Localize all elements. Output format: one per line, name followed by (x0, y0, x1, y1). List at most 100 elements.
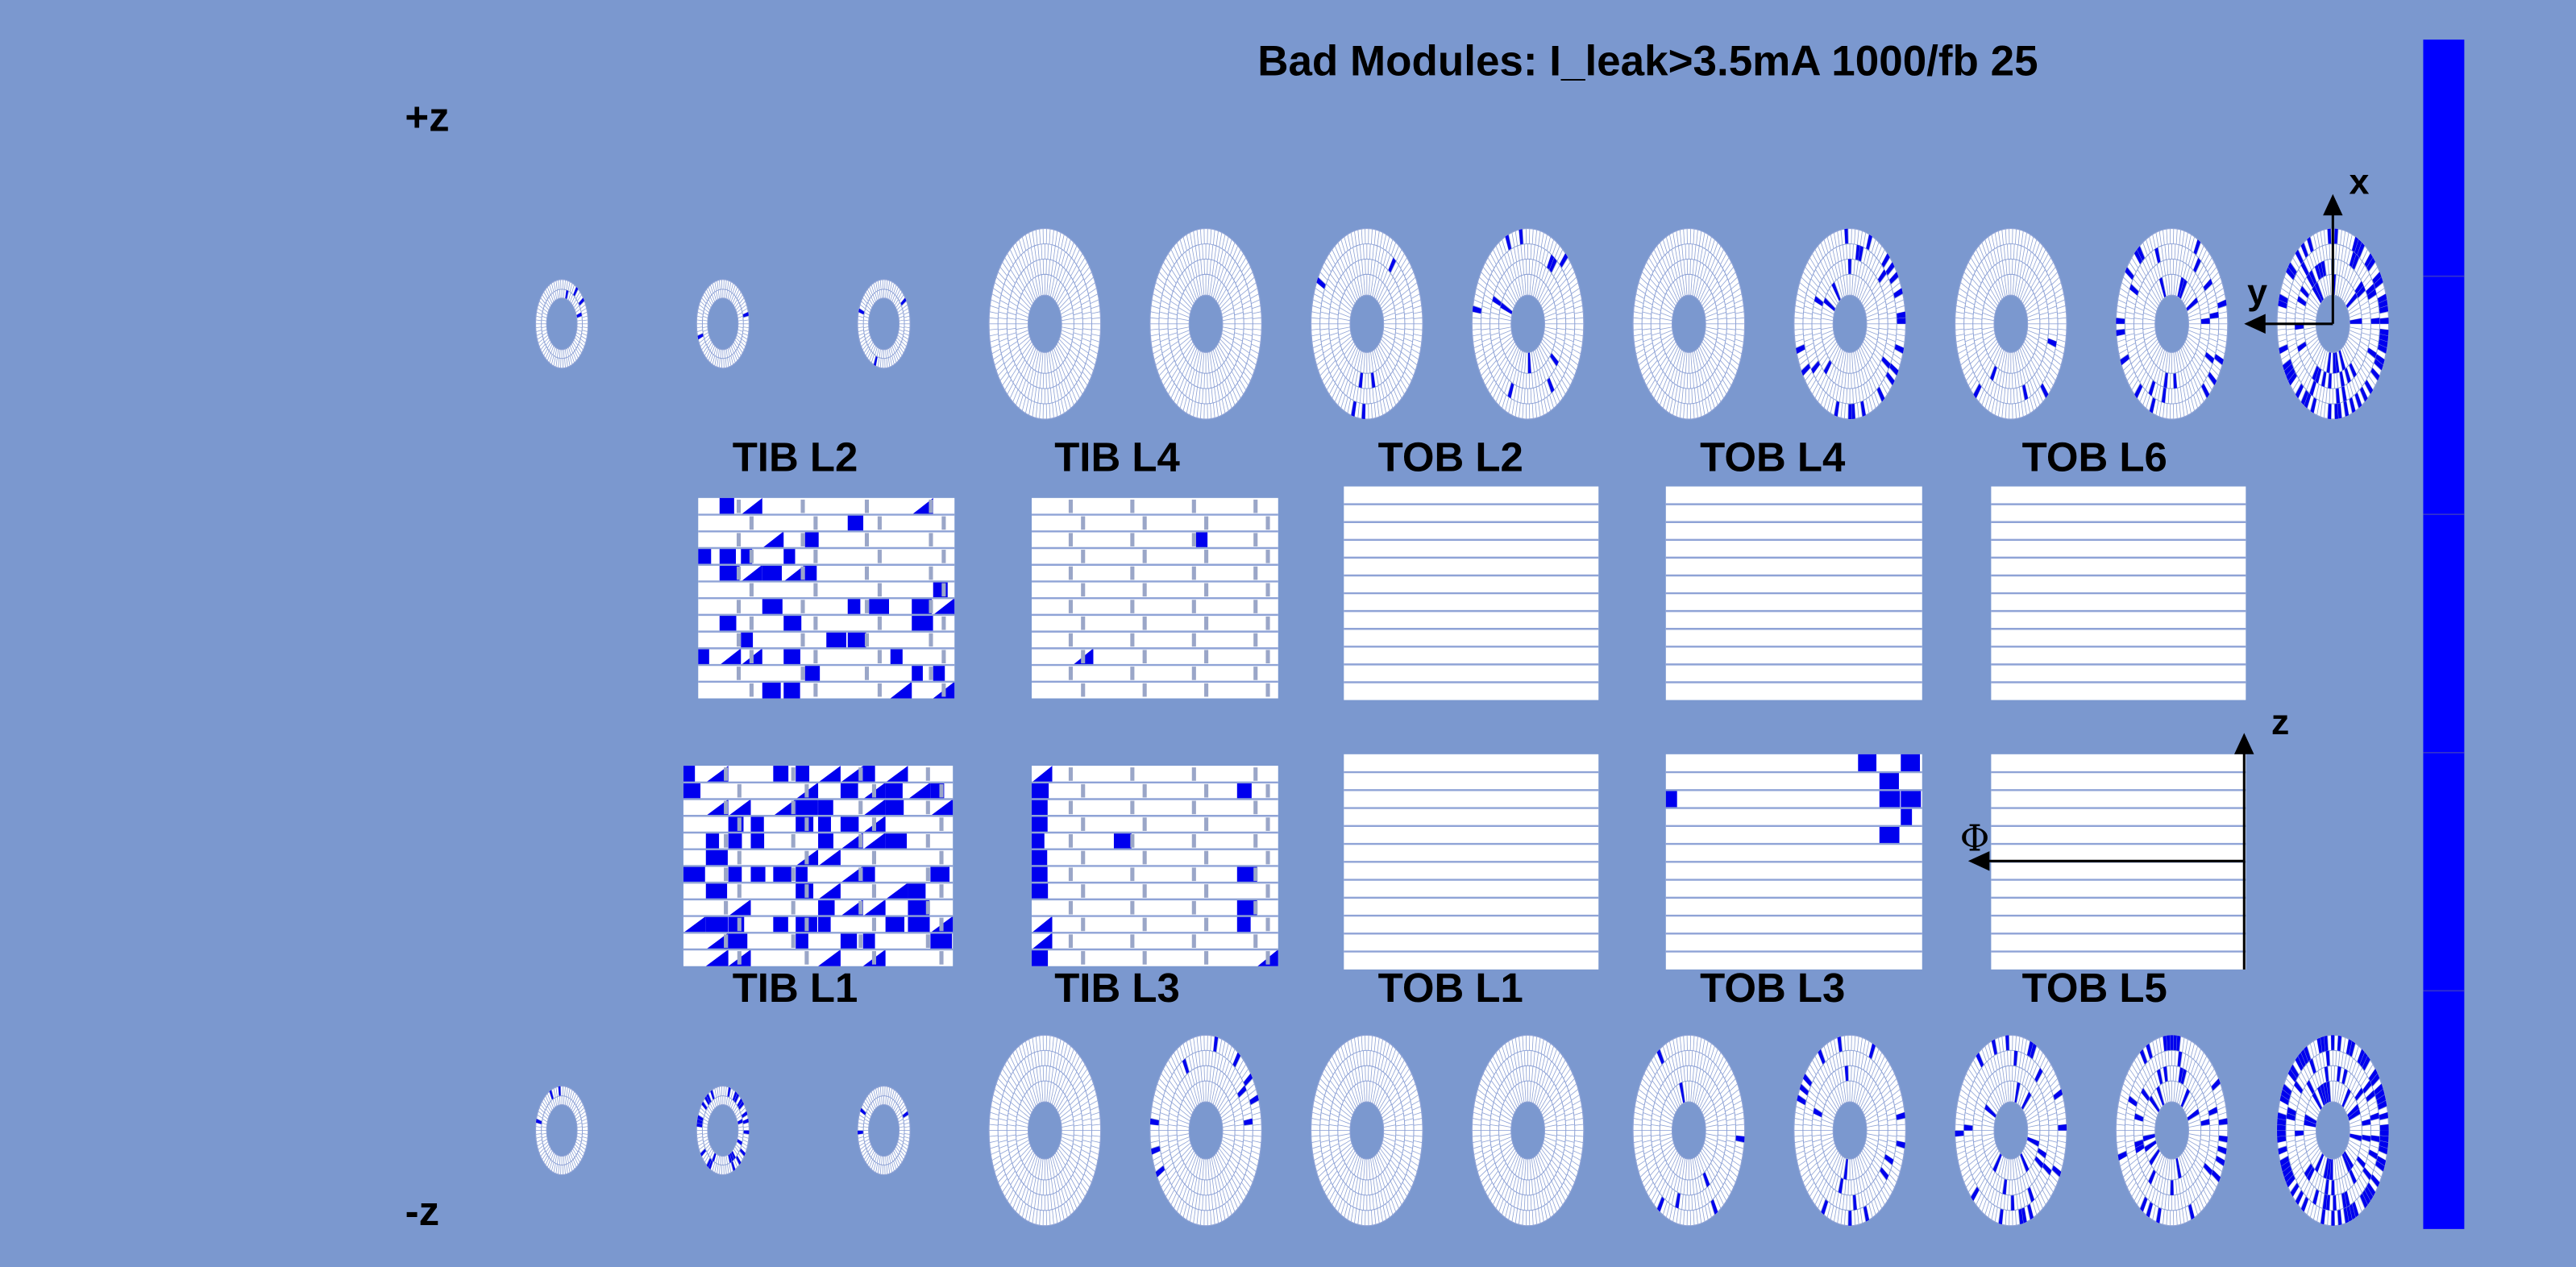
module-edge (1398, 278, 1406, 288)
module-edge (1519, 260, 1522, 276)
module-edge (1830, 234, 1834, 249)
module-edge (1163, 289, 1172, 297)
module-edge (1540, 341, 1552, 355)
module-edge (1032, 401, 1035, 417)
module-edge (579, 341, 585, 347)
module-edge (1382, 382, 1388, 397)
module-edge (549, 285, 553, 294)
module-edge (1981, 392, 1988, 406)
module-edge (1856, 402, 1859, 418)
module-edge (544, 337, 550, 343)
module-edge (1089, 293, 1099, 299)
module-edge (1646, 261, 1654, 272)
module-edge (1803, 333, 1813, 336)
module-edge (1372, 276, 1377, 297)
module-edge (2145, 377, 2151, 390)
module-edge (730, 294, 734, 302)
module-edge (2048, 266, 2056, 276)
module-edge (1719, 359, 1728, 369)
module-edge (1332, 386, 1338, 399)
module-edge (1243, 311, 1253, 315)
module-edge (1050, 260, 1054, 276)
module-edge (1672, 232, 1676, 247)
module-edge (2142, 392, 2148, 406)
module-edge (1066, 280, 1074, 292)
module-edge (1169, 363, 1177, 374)
module-edge (2193, 280, 2201, 292)
module-edge (2027, 318, 2040, 322)
module-edge (1712, 374, 1719, 387)
module-edge (1868, 397, 1873, 411)
module-edge (1642, 328, 1652, 330)
module-edge (567, 293, 571, 301)
module-edge (893, 285, 897, 294)
module-edge (1058, 266, 1064, 280)
module-edge (1312, 343, 1322, 349)
module-edge (580, 339, 586, 343)
module-edge (879, 289, 881, 299)
module-edge (2149, 341, 2159, 355)
module-edge (1212, 349, 1219, 369)
module-edge (1328, 383, 1336, 395)
module-edge (711, 345, 716, 354)
module-edge (1726, 311, 1736, 315)
module-edge (1079, 294, 1089, 301)
module-edge (1370, 351, 1374, 372)
module-edge (1726, 328, 1736, 330)
module-edge (1216, 369, 1222, 384)
module-edge (557, 348, 559, 358)
module-edge (2149, 236, 2154, 251)
module-edge (904, 319, 911, 322)
module-edge (1026, 346, 1035, 363)
module-edge (1235, 386, 1241, 399)
module-edge (571, 354, 575, 363)
module-edge (1512, 281, 1519, 300)
module-edge (1821, 280, 1829, 292)
module-edge (1988, 293, 1998, 306)
module-edge (2187, 301, 2199, 312)
module-edge (1804, 305, 1814, 310)
module-edge (1240, 289, 1249, 297)
module-edge (2133, 278, 2141, 288)
module-edge (1705, 330, 1718, 335)
module-edge (1981, 326, 1995, 330)
module-edge (546, 286, 551, 296)
module-edge (1877, 306, 1887, 311)
module-edge (1055, 385, 1059, 401)
module-edge (890, 293, 894, 301)
module-edge (1568, 276, 1577, 285)
module-edge (1208, 388, 1210, 404)
module-edge (1702, 266, 1708, 280)
module-edge (2055, 299, 2066, 304)
module-edge (1411, 348, 1420, 355)
module-edge (1059, 301, 1072, 312)
module-edge (1090, 343, 1099, 349)
module-edge (1323, 347, 1332, 354)
module-edge (1726, 371, 1735, 381)
module-edge (2017, 372, 2020, 388)
module-edge (2034, 242, 2041, 256)
module-edge (1064, 359, 1072, 372)
module-edge (1697, 262, 1701, 277)
module-edge (1153, 353, 1163, 360)
module-edge (1535, 387, 1539, 402)
module-edge (2042, 278, 2050, 288)
module-edge (1222, 382, 1227, 397)
module-edge (900, 343, 906, 351)
bad-module (1507, 382, 1514, 399)
module-edge (864, 312, 870, 316)
module-edge (1012, 245, 1019, 259)
module-edge (2034, 392, 2041, 406)
module-edge (1490, 327, 1499, 330)
module-edge (1083, 272, 1092, 280)
module-edge (2184, 293, 2196, 306)
module-edge (1473, 299, 1483, 304)
module-edge (1041, 352, 1044, 373)
module-edge (1007, 318, 1016, 320)
module-edge (858, 315, 864, 318)
module-edge (1533, 351, 1538, 371)
module-edge (2188, 307, 2200, 315)
module-edge (1227, 394, 1232, 409)
disc (2115, 227, 2229, 420)
module-edge (1866, 251, 1871, 266)
